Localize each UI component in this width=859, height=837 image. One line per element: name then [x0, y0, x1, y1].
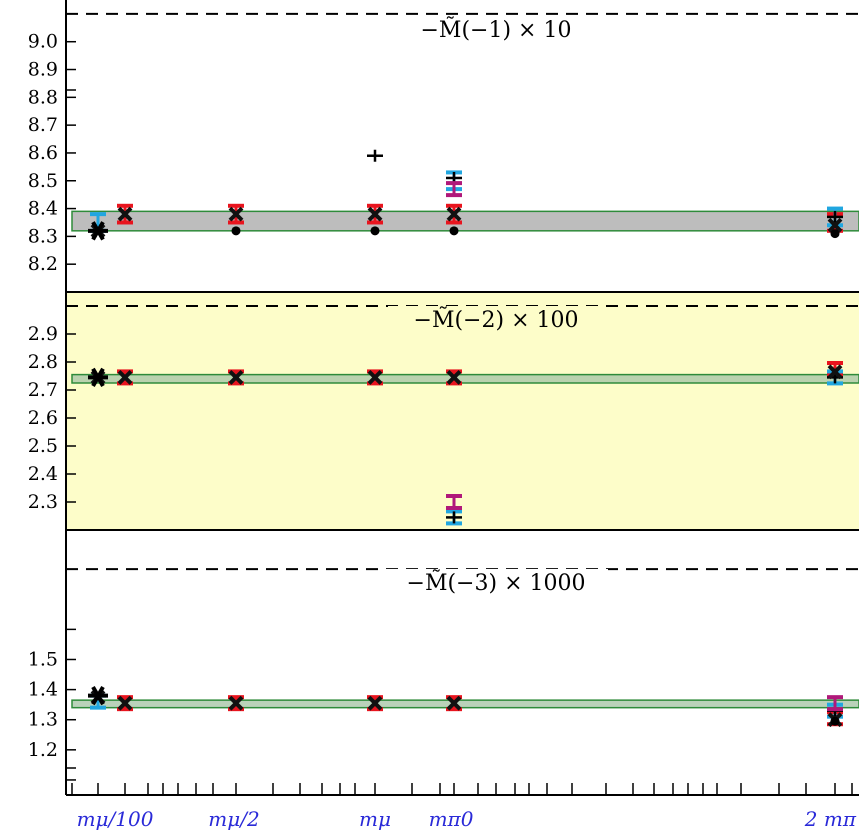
- data-marks: [88, 149, 843, 728]
- dashed-reference-lines: [66, 12, 859, 571]
- reference-band: [71, 373, 859, 384]
- star-ray: [91, 685, 105, 706]
- black-plus-marker: [827, 210, 843, 223]
- black-x-marker: [117, 695, 133, 711]
- x-stroke: [446, 206, 462, 222]
- plot-frame: [65, 0, 859, 796]
- x-axis: mμ/100 mμ/2 mμ mπ0 2 mπ: [71, 783, 857, 831]
- y-tick-label: 2.7: [28, 379, 58, 401]
- star-marker: [88, 685, 108, 706]
- panel-title-1: −M̃(−1) × 10: [398, 16, 594, 44]
- black-plus-marker: [367, 149, 383, 162]
- x-tick-label: mμ: [359, 807, 391, 831]
- x-tick-label: 2 mπ: [804, 807, 857, 831]
- reference-bands: [71, 210, 859, 709]
- y-tick-label: 2.8: [28, 351, 58, 373]
- y-tick-label: 8.8: [28, 86, 58, 108]
- y-tick-label: 8.3: [28, 225, 58, 247]
- y-tick-label: 2.4: [28, 463, 58, 485]
- black-x-marker: [117, 369, 133, 385]
- black-x-marker: [228, 695, 244, 711]
- y-tick-label: 2.9: [28, 323, 58, 345]
- black-dot-marker: [830, 716, 840, 726]
- x-stroke: [117, 695, 133, 711]
- y-tick-label: 2.5: [28, 435, 58, 457]
- black-x-marker: [228, 369, 244, 385]
- reference-band: [71, 210, 859, 232]
- x-stroke: [827, 217, 843, 233]
- magenta-error-bar: [827, 695, 843, 712]
- x-stroke: [367, 369, 383, 385]
- star-marker: [88, 367, 108, 388]
- magenta-error-bar: [446, 494, 462, 510]
- black-x-marker: [117, 206, 133, 222]
- x-stroke: [446, 695, 462, 711]
- y-tick-label: 8.9: [28, 59, 58, 81]
- panel-title-3: −M̃(−3) × 1000: [384, 569, 608, 597]
- star-ray: [91, 367, 105, 388]
- black-x-marker: [446, 369, 462, 385]
- y-tick-label: 8.7: [28, 114, 58, 136]
- x-stroke: [117, 369, 133, 385]
- y-axis-ticks: 8.2 8.3 8.4 8.5 8.6 8.7 8.8 8.9 9.0 2.3 2.4 2.5 2.6 2…: [28, 31, 76, 781]
- black-x-marker: [446, 206, 462, 222]
- star-ray: [91, 221, 105, 241]
- panel-title-text: −M̃(−1) × 10: [421, 17, 572, 43]
- y-tick-label: 9.0: [28, 31, 58, 53]
- y-tick-label: 8.5: [28, 170, 58, 192]
- panel-title-text: −M̃(−3) × 1000: [407, 570, 586, 596]
- x-stroke: [228, 695, 244, 711]
- y-tick-label: 1.3: [28, 709, 58, 731]
- black-x-marker: [367, 369, 383, 385]
- x-stroke: [228, 206, 244, 222]
- y-tick-label: 2.3: [28, 491, 58, 513]
- x-tick-label: mμ/2: [208, 807, 259, 831]
- black-x-marker: [228, 206, 244, 222]
- reference-band: [71, 699, 859, 709]
- y-tick-label: 1.4: [28, 679, 58, 701]
- x-stroke: [827, 364, 843, 380]
- x-stroke: [117, 206, 133, 222]
- y-tick-label: 8.6: [28, 142, 58, 164]
- x-tick-label: mπ0: [429, 807, 474, 831]
- panel-title-text: −M̃(−2) × 100: [414, 307, 579, 333]
- black-x-marker: [446, 695, 462, 711]
- x-tick-label: mμ/100: [77, 807, 154, 831]
- black-dot-marker: [231, 226, 241, 236]
- x-stroke: [446, 369, 462, 385]
- black-x-marker: [827, 364, 843, 380]
- black-x-marker: [367, 695, 383, 711]
- x-stroke: [367, 695, 383, 711]
- y-tick-label: 2.6: [28, 407, 58, 429]
- star-marker: [88, 221, 108, 241]
- panel-title-2: −M̃(−2) × 100: [388, 306, 604, 334]
- y-tick-label: 1.2: [28, 739, 58, 761]
- black-dot-marker: [370, 226, 380, 236]
- y-tick-label: 1.5: [28, 648, 58, 670]
- x-stroke: [228, 369, 244, 385]
- black-dot-marker: [449, 226, 459, 236]
- black-x-marker: [827, 217, 843, 233]
- y-tick-label: 8.4: [28, 198, 58, 220]
- black-dot-marker: [830, 229, 840, 239]
- black-plus-marker: [446, 511, 462, 524]
- y-tick-label: 8.2: [28, 253, 58, 275]
- black-x-marker: [367, 206, 383, 222]
- x-stroke: [367, 206, 383, 222]
- magenta-error-bar: [446, 181, 462, 198]
